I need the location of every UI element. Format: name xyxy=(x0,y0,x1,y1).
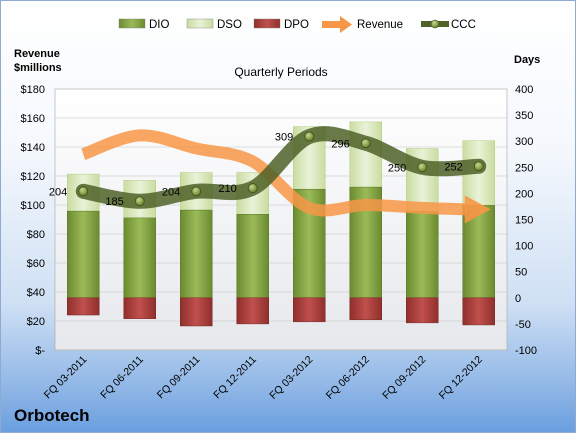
ccc-point xyxy=(134,196,145,207)
right-tick-label: 50 xyxy=(515,267,527,279)
left-axis: $- $20 $40 $60 $80 $100 $120 $140 $160 $180 xyxy=(21,84,46,357)
x-tick-label: FQ 06-2012 xyxy=(324,354,372,402)
left-tick-label: $180 xyxy=(21,84,45,96)
right-tick-label: 100 xyxy=(515,241,533,253)
ccc-data-label: 309 xyxy=(275,132,293,144)
legend-label: CCC xyxy=(451,19,476,31)
dio-bar xyxy=(406,211,439,299)
left-tick-label: $80 xyxy=(27,229,45,241)
legend-swatch xyxy=(118,18,146,29)
legend-swatch xyxy=(322,21,342,28)
x-tick-label: FQ 09-2012 xyxy=(380,354,428,402)
legend-label: DIO xyxy=(149,19,170,31)
right-axis: -100 -50 0 50 100 150 200 250 300 350 400 xyxy=(515,84,537,357)
dpo-bar xyxy=(180,297,213,327)
dio-bar xyxy=(236,214,269,299)
legend-label: DSO xyxy=(217,19,242,31)
dio-bar xyxy=(123,217,156,299)
legend-label: DPO xyxy=(284,19,309,31)
ccc-point xyxy=(304,131,315,142)
left-axis-title-line1: Revenue xyxy=(14,48,60,60)
right-tick-label: 400 xyxy=(515,84,533,96)
right-tick-label: 250 xyxy=(515,162,533,174)
plot-area xyxy=(54,88,508,351)
right-tick-label: 200 xyxy=(515,188,533,200)
legend: DIO DSO DPO Revenue CCC xyxy=(118,16,476,33)
right-tick-label: 300 xyxy=(515,136,533,148)
dio-bar xyxy=(67,210,100,299)
ccc-point xyxy=(247,183,258,194)
ccc-point xyxy=(191,186,202,197)
x-tick-label: FQ 03-2011 xyxy=(42,354,90,402)
legend-marker xyxy=(430,19,440,29)
dpo-bar xyxy=(293,297,326,323)
left-axis-title-line2: $millions xyxy=(14,62,62,74)
right-tick-label: 350 xyxy=(515,110,533,122)
x-axis: FQ 03-2011 FQ 06-2011 FQ 09-2011 FQ 12-2011… xyxy=(42,354,485,402)
left-tick-label: $120 xyxy=(21,171,45,183)
revenue-arrowhead xyxy=(464,195,491,224)
ccc-data-label: 210 xyxy=(218,183,236,195)
dio-bar xyxy=(180,209,213,299)
legend-swatch xyxy=(186,18,214,29)
right-tick-label: -50 xyxy=(515,319,531,331)
left-tick-label: $- xyxy=(35,345,45,357)
dpo-bar xyxy=(236,297,269,325)
x-tick-label: FQ 03-2012 xyxy=(267,354,315,402)
legend-label: Revenue xyxy=(357,19,403,31)
left-tick-label: $60 xyxy=(27,258,45,270)
chart-title: Quarterly Periods xyxy=(234,65,327,79)
ccc-point xyxy=(360,138,371,149)
revenue-line xyxy=(81,129,467,217)
ccc-point xyxy=(473,161,484,172)
x-tick-label: FQ 12-2012 xyxy=(437,354,485,402)
left-tick-label: $100 xyxy=(21,200,45,212)
left-tick-label: $160 xyxy=(21,113,45,125)
ccc-data-label: 296 xyxy=(331,138,349,150)
dpo-bar xyxy=(123,297,156,319)
dpo-bar xyxy=(462,297,495,326)
ccc-point xyxy=(78,186,89,197)
x-tick-label: FQ 12-2011 xyxy=(211,354,259,402)
dpo-bar xyxy=(67,297,100,316)
right-tick-label: 150 xyxy=(515,215,533,227)
ccc-line xyxy=(75,126,487,209)
x-tick-label: FQ 06-2011 xyxy=(98,354,146,402)
right-tick-label: -100 xyxy=(515,345,537,357)
dpo-bar xyxy=(406,297,439,324)
legend-arrow xyxy=(340,16,352,33)
right-tick-label: 0 xyxy=(515,293,521,305)
ccc-data-label: 250 xyxy=(388,162,406,174)
ccc-data-label: 204 xyxy=(49,186,67,198)
left-tick-label: $40 xyxy=(27,287,45,299)
company-name: Orbotech xyxy=(14,406,90,425)
legend-swatch xyxy=(253,18,281,29)
ccc-point xyxy=(417,162,428,173)
left-tick-label: $20 xyxy=(27,316,45,328)
dpo-bar xyxy=(349,297,382,320)
left-tick-label: $140 xyxy=(21,142,45,154)
x-tick-label: FQ 09-2011 xyxy=(155,354,203,402)
ccc-data-label: 204 xyxy=(162,186,180,198)
right-axis-title: Days xyxy=(514,54,540,66)
ccc-data-label: 185 xyxy=(105,196,123,208)
ccc-data-label: 252 xyxy=(444,161,462,173)
lines-layer: 204 185 204 210 309 296 250 252 xyxy=(49,126,491,224)
